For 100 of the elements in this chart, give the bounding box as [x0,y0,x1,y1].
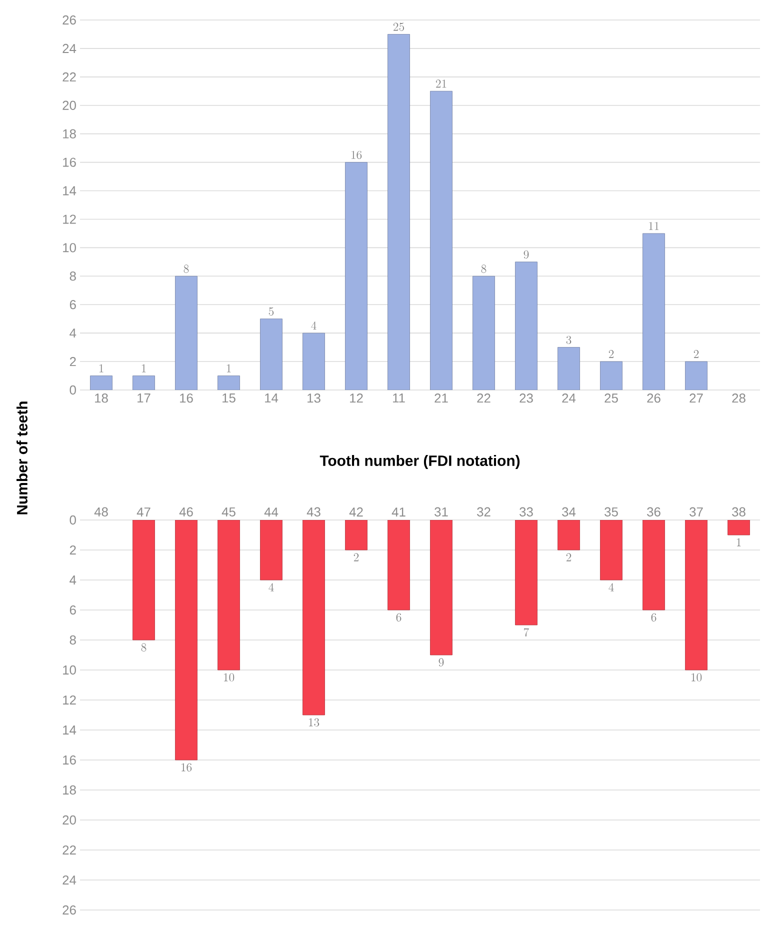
bar [218,376,240,390]
y-tick-label: 20 [62,100,76,110]
x-tick-label: 33 [520,507,533,516]
y-tick-label: 18 [63,785,76,795]
y-tick-label: 0 [70,515,76,525]
x-tick-label: 18 [95,394,108,403]
y-tick-label: 26 [62,15,76,25]
y-tick-label: 6 [70,300,76,310]
data-label: 2 [608,350,614,358]
data-label: 5 [268,307,274,316]
x-tick-label: 28 [732,394,746,403]
bar [600,520,622,580]
x-tick-label: 41 [392,508,406,516]
x-tick-label: 27 [690,394,703,403]
y-tick-label: 12 [63,214,76,224]
data-label: 1 [99,364,104,372]
data-label: 2 [694,350,699,358]
y-tick-label: 24 [62,44,76,53]
x-tick-label: 22 [477,394,490,403]
bar [388,520,410,610]
y-tick-label: 2 [70,545,76,555]
y-tick-label: 14 [63,186,76,196]
y-tick-label: 14 [63,726,76,734]
x-tick-label: 26 [647,394,660,403]
bar [302,520,325,716]
data-label: 13 [308,718,320,726]
x-tick-label: 14 [265,394,278,402]
bar [600,361,622,390]
x-tick-label: 32 [477,507,490,516]
bar [515,262,538,390]
bar [132,520,155,640]
y-tick-label: 16 [63,158,76,167]
data-label: 9 [438,658,444,666]
x-tick-label: 11 [393,394,405,402]
data-label: 25 [393,22,404,31]
y-tick-label: 6 [70,605,76,615]
data-label: 8 [141,643,146,652]
bar [685,361,708,390]
data-label: 16 [351,150,362,160]
y-tick-label: 8 [70,635,76,645]
x-tick-label: 15 [222,394,236,403]
bar [260,520,282,580]
x-tick-label: 12 [350,394,363,403]
y-tick-label: 12 [63,695,76,705]
data-label: 4 [311,321,316,330]
x-tick-label: 24 [562,394,576,403]
bar [345,520,368,550]
bar [515,520,538,626]
data-label: 2 [354,553,359,562]
data-label: 2 [566,553,572,562]
data-label: 21 [436,80,446,88]
x-tick-label: 46 [179,507,193,516]
bar [218,520,240,670]
y-tick-label: 18 [63,129,76,138]
y-tick-label: 4 [70,576,76,584]
y-tick-label: 2 [70,357,76,366]
x-tick-label: 23 [520,394,533,403]
data-label: 10 [224,673,234,682]
data-label: 4 [268,583,274,592]
bar [472,276,495,390]
data-label: 8 [481,264,486,273]
x-tick-label: 42 [349,507,363,516]
bar [430,520,452,656]
x-tick-label: 16 [180,394,193,403]
bar [558,520,580,550]
data-label: 9 [524,250,529,259]
data-label: 1 [736,538,741,546]
y-tick-label: 22 [62,72,76,82]
x-tick-label: 17 [138,394,150,402]
bar [175,276,198,390]
y-tick-label: 20 [62,815,76,825]
y-tick-label: 0 [70,385,76,395]
x-tick-label: 34 [562,507,576,516]
bar [345,162,368,390]
x-tick-label: 35 [604,507,618,516]
data-label: 3 [566,336,572,344]
data-label: 7 [524,628,529,636]
x-tick-label: 37 [690,507,703,516]
bar [175,520,198,760]
x-tick-label: 13 [308,394,320,403]
y-tick-label: 26 [62,905,76,915]
data-label: 1 [142,364,146,372]
data-label: 4 [608,583,614,592]
bar [685,520,708,670]
y-tick-label: 22 [62,845,76,855]
x-tick-label: 25 [604,394,618,403]
x-tick-label: 38 [732,507,746,516]
data-label: 1 [226,364,231,372]
data-label: 10 [692,673,702,682]
bar [90,376,112,390]
y-tick-label: 24 [62,875,76,885]
x-axis-title: Tooth number (FDI notation) [320,455,520,469]
y-axis-title: Number of teeth [16,402,28,514]
bar [302,332,325,390]
x-tick-label: 36 [647,507,660,516]
data-label: 11 [649,222,659,230]
bar [260,318,282,390]
x-tick-label: 48 [94,507,108,516]
bar [430,90,452,390]
bar [558,347,580,390]
